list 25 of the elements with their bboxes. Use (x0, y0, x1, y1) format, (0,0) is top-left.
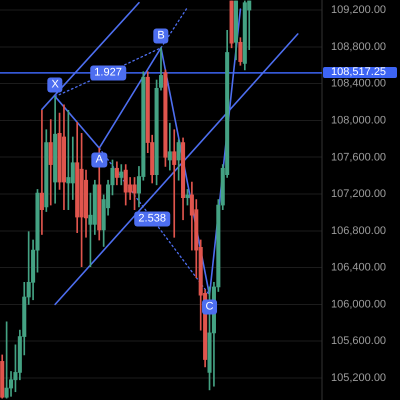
annotation: A (96, 154, 103, 166)
annotation: 2.538 (138, 212, 166, 224)
label-tag: 2.538 (134, 211, 170, 226)
annotation: B (157, 29, 165, 42)
y-tick-label: 105,600.00 (331, 335, 386, 348)
label-tag: A (92, 152, 107, 168)
y-tick-label: 108,800.00 (331, 40, 386, 53)
label-tag: C (202, 300, 218, 315)
label-tag: X (47, 77, 63, 92)
y-tick-label: 107,600.00 (331, 151, 386, 164)
y-tick-label: 108,400.00 (331, 78, 386, 90)
y-tick-label: 109,200.00 (331, 4, 386, 16)
label-tag: 108,517.25 (323, 66, 397, 78)
label-tag: B (153, 28, 169, 44)
annotation: 1.927 (94, 66, 122, 78)
label-tag: 1.927 (90, 65, 126, 80)
y-tick-label: 106,800.00 (331, 224, 386, 237)
annotation: X (51, 78, 59, 90)
annotation: C (206, 300, 214, 313)
y-tick-label: 107,200.00 (331, 188, 386, 200)
ref-line-label: 108,517.25 (331, 66, 386, 78)
y-tick-label: 105,200.00 (331, 372, 386, 384)
y-tick-label: 106,000.00 (331, 298, 386, 310)
y-tick-label: 108,000.00 (331, 114, 386, 126)
y-tick-label: 106,400.00 (331, 262, 386, 274)
